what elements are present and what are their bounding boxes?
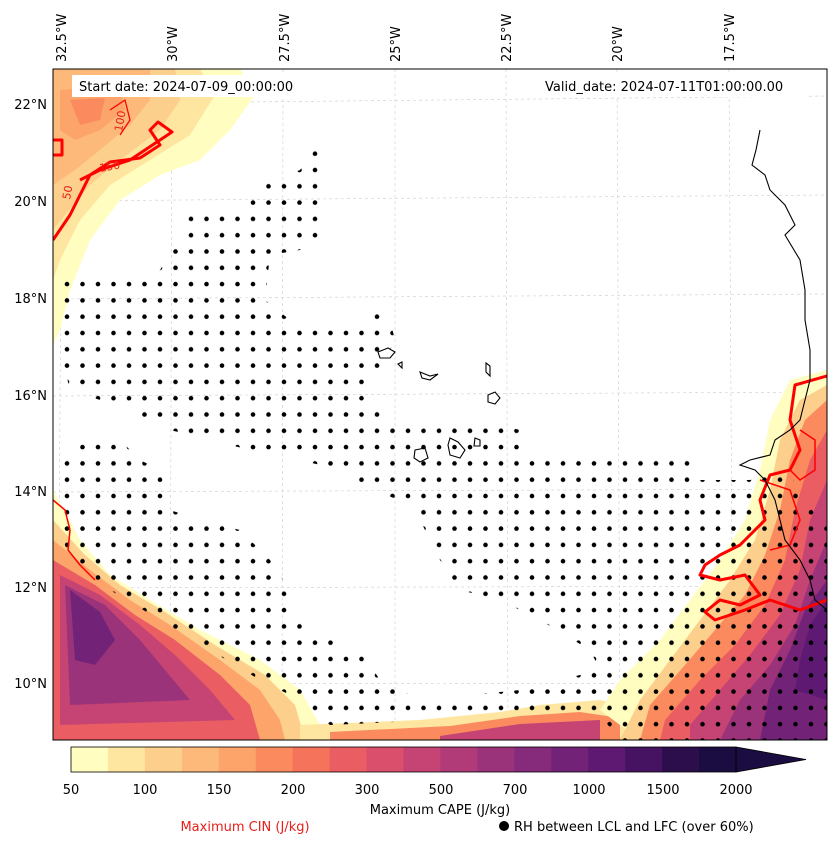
- contour-label: 100: [112, 110, 128, 133]
- colorbar-tick: 150: [207, 783, 232, 798]
- rh-dots: [60, 140, 827, 740]
- cape-colorbar: [70, 746, 807, 773]
- colorbar-swatch: [292, 747, 331, 772]
- colorbar-extend-arrow: [735, 746, 807, 773]
- colorbar-swatch: [181, 747, 220, 772]
- valid-date-label: Valid_date: 2024-07-11T01:00:00.00: [545, 80, 783, 95]
- colorbar-swatch: [588, 747, 626, 772]
- colorbar-swatch: [662, 747, 700, 772]
- lon-label: 17.5°W: [723, 14, 738, 62]
- colorbar-tick-labels: 50 100 150 200 300 500 700 1000 1500 200…: [63, 783, 753, 798]
- cin-contours: [53, 99, 827, 622]
- colorbar-swatch: [699, 747, 737, 772]
- colorbar-swatch: [329, 747, 368, 772]
- colorbar-swatch: [477, 747, 515, 772]
- lat-label: 20°N: [14, 195, 47, 210]
- colorbar-tick: 50: [63, 783, 80, 798]
- colorbar-tick: 700: [503, 783, 528, 798]
- colorbar-swatch: [625, 747, 663, 772]
- colorbar-swatch: [514, 747, 552, 772]
- colorbar-tick: 1000: [572, 783, 605, 798]
- lat-label: 16°N: [14, 389, 47, 404]
- colorbar-title: Maximum CAPE (J/kg): [370, 803, 510, 818]
- rh-legend-dot-icon: [499, 821, 509, 831]
- colorbar-swatch: [255, 747, 294, 772]
- lon-label: 27.5°W: [278, 14, 293, 62]
- colorbar-border: [70, 746, 737, 773]
- colorbar-swatch: [440, 747, 478, 772]
- lat-label: 12°N: [14, 581, 47, 596]
- lat-label: 14°N: [14, 485, 47, 500]
- map-area: [52, 68, 828, 741]
- rh-legend-label: RH between LCL and LFC (over 60%): [514, 820, 754, 835]
- contour-label: 150: [98, 159, 121, 175]
- lat-label: 22°N: [14, 98, 47, 113]
- contour-labels: 50 100 150: [60, 110, 128, 201]
- lon-label: 32.5°W: [55, 14, 70, 62]
- colorbar-swatch: [144, 747, 183, 772]
- colorbar-tick: 1500: [646, 783, 679, 798]
- colorbar-swatch: [366, 747, 404, 772]
- colorbar-swatch: [107, 747, 146, 772]
- cape-top-left: [53, 69, 255, 345]
- colorbar-tick: 300: [355, 783, 380, 798]
- contour-label: 50: [60, 184, 75, 200]
- lat-label: 18°N: [14, 292, 47, 307]
- cin-legend-label: Maximum CIN (J/kg): [180, 820, 309, 835]
- lat-label: 10°N: [14, 677, 47, 692]
- longitude-labels: 32.5°W 30°W 27.5°W 25°W 22.5°W 20°W 17.5…: [55, 14, 738, 62]
- colorbar-tick: 500: [429, 783, 454, 798]
- lon-label: 30°W: [166, 26, 181, 62]
- lon-label: 22.5°W: [500, 14, 515, 62]
- latitude-labels: 22°N 20°N 18°N 16°N 14°N 12°N 10°N: [14, 98, 47, 692]
- colorbar-swatch: [403, 747, 441, 772]
- colorbar-swatch: [218, 747, 257, 772]
- colorbar-tick: 100: [133, 783, 158, 798]
- coastline: [738, 129, 827, 611]
- cape-verde-islands: [377, 347, 501, 463]
- lon-label: 20°W: [611, 26, 626, 62]
- colorbar-tick: 2000: [719, 783, 752, 798]
- lon-label: 25°W: [389, 26, 404, 62]
- colorbar-tick: 200: [281, 783, 306, 798]
- colorbar-swatch: [551, 747, 589, 772]
- start-date-label: Start date: 2024-07-09_00:00:00: [79, 80, 293, 95]
- colorbar-swatch: [71, 747, 109, 772]
